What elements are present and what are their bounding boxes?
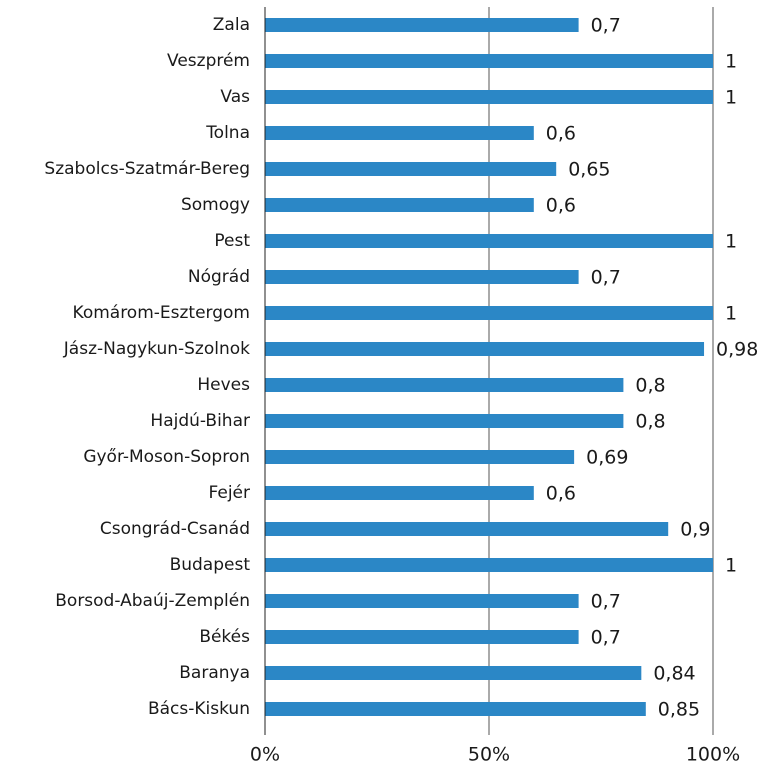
bar bbox=[265, 18, 579, 32]
data-label: 0,8 bbox=[635, 411, 665, 433]
data-label: 0,69 bbox=[586, 447, 628, 469]
bar bbox=[265, 90, 713, 104]
data-label: 1 bbox=[725, 87, 737, 109]
x-tick-label: 50% bbox=[468, 744, 510, 766]
y-tick-label: Heves bbox=[197, 375, 250, 395]
bar bbox=[265, 306, 713, 320]
y-tick-label: Somogy bbox=[181, 195, 250, 215]
data-label: 0,84 bbox=[653, 663, 695, 685]
y-tick-label: Pest bbox=[214, 231, 250, 251]
bar bbox=[265, 54, 713, 68]
bar bbox=[265, 594, 579, 608]
data-label: 1 bbox=[725, 303, 737, 325]
bar bbox=[265, 702, 646, 716]
bar bbox=[265, 666, 642, 680]
y-tick-label: Baranya bbox=[179, 663, 250, 683]
y-tick-label: Zala bbox=[213, 15, 250, 35]
data-label: 0,7 bbox=[591, 591, 621, 613]
y-tick-label: Tolna bbox=[205, 123, 250, 143]
data-label: 0,6 bbox=[546, 123, 576, 145]
bar bbox=[265, 486, 534, 500]
data-label: 1 bbox=[725, 555, 737, 577]
data-label: 0,7 bbox=[591, 267, 621, 289]
y-tick-label: Győr-Moson-Sopron bbox=[83, 447, 250, 467]
bar bbox=[265, 162, 557, 176]
bar bbox=[265, 522, 669, 536]
bar bbox=[265, 126, 534, 140]
bar bbox=[265, 558, 713, 572]
y-tick-label: Fejér bbox=[209, 483, 250, 503]
y-tick-label: Hajdú-Bihar bbox=[150, 411, 250, 431]
data-label: 0,9 bbox=[680, 519, 710, 541]
y-tick-label: Csongrád-Csanád bbox=[100, 519, 250, 539]
x-tick-label: 0% bbox=[250, 744, 280, 766]
y-tick-label: Komárom-Esztergom bbox=[73, 303, 250, 323]
x-tick-label: 100% bbox=[686, 744, 740, 766]
y-tick-label: Budapest bbox=[170, 555, 251, 575]
data-label: 0,98 bbox=[716, 339, 758, 361]
y-tick-label: Jász-Nagykun-Szolnok bbox=[63, 339, 250, 359]
bar bbox=[265, 198, 534, 212]
data-label: 0,8 bbox=[635, 375, 665, 397]
y-tick-label: Bács-Kiskun bbox=[148, 699, 250, 719]
y-tick-label: Békés bbox=[199, 627, 250, 647]
y-tick-label: Veszprém bbox=[167, 51, 250, 71]
y-tick-label: Borsod-Abaúj-Zemplén bbox=[55, 591, 250, 611]
y-tick-label: Vas bbox=[220, 87, 250, 107]
bar bbox=[265, 630, 579, 644]
y-tick-label: Nógrád bbox=[188, 267, 250, 287]
data-label: 0,85 bbox=[658, 699, 700, 721]
data-label: 0,7 bbox=[591, 15, 621, 37]
bar bbox=[265, 378, 624, 392]
bar bbox=[265, 270, 579, 284]
data-label: 1 bbox=[725, 231, 737, 253]
data-label: 0,65 bbox=[568, 159, 610, 181]
bar bbox=[265, 450, 575, 464]
bar bbox=[265, 414, 624, 428]
data-label: 0,6 bbox=[546, 483, 576, 505]
bar bbox=[265, 234, 713, 248]
data-label: 0,6 bbox=[546, 195, 576, 217]
data-label: 1 bbox=[725, 51, 737, 73]
data-label: 0,7 bbox=[591, 627, 621, 649]
y-tick-label: Szabolcs-Szatmár-Bereg bbox=[44, 159, 250, 179]
bar bbox=[265, 342, 705, 356]
